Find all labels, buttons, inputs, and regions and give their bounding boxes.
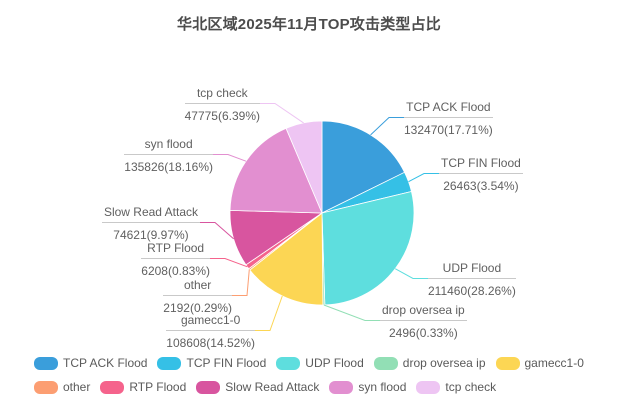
legend-color-swatch [495,356,520,370]
pie-slice-9[interactable] [285,120,323,214]
legend-item-drop-oversea-ip[interactable]: drop oversea ip [373,356,486,370]
slice-label-value: 135826(18.16%) [124,160,213,174]
slice-label-value: 2496(0.33%) [389,326,458,340]
slice-label-name: TCP ACK Flood [404,100,493,118]
slice-label-tcp-fin-flood: TCP FIN Flood 26463(3.54%) [439,156,523,193]
label-leader-line [213,154,247,162]
slice-label-name: TCP FIN Flood [439,156,523,174]
label-leader-line [323,304,380,321]
legend-label: Slow Read Attack [225,380,320,394]
legend-item-gamecc1-0[interactable]: gamecc1-0 [495,356,584,370]
slice-label-name: RTP Flood [141,241,210,259]
legend-item-slow-read-attack[interactable]: Slow Read Attack [196,380,319,394]
slice-label-udp-flood: UDP Flood 211460(28.26%) [428,261,516,298]
label-leader-line [255,295,283,331]
legend-color-swatch [416,380,441,394]
slice-label-name: syn flood [124,137,213,155]
label-leader-line [260,103,304,124]
legend-item-tcp-ack-flood[interactable]: TCP ACK Flood [34,356,147,370]
slice-label-rtp-flood: RTP Flood 6208(0.83%) [141,241,210,278]
legend-label: RTP Flood [129,380,187,394]
legend-color-swatch [34,356,58,370]
slice-label-value: 132470(17.71%) [404,123,493,137]
slice-label-name: other [163,278,232,296]
legend-label: syn flood [358,380,407,394]
slice-label-name: drop oversea ip [380,303,467,321]
legend-item-tcp-check[interactable]: tcp check [416,380,496,394]
legend-label: gamecc1-0 [524,356,584,370]
legend-label: TCP ACK Flood [63,356,148,370]
slice-label-name: tcp check [184,86,260,104]
slice-label-name: UDP Flood [428,261,516,279]
label-leader-line [200,222,235,240]
slice-label-drop-oversea-ip: drop oversea ip 2496(0.33%) [380,303,467,340]
pie-slice-2[interactable] [321,191,415,306]
slice-label-value: 108608(14.52%) [166,336,255,350]
slice-label-other: other 2192(0.29%) [163,278,232,315]
pie-slice-0[interactable] [321,120,405,214]
legend-item-syn-flood[interactable]: syn flood [329,380,406,394]
legend-label: drop oversea ip [402,356,486,370]
label-leader-line [370,117,404,136]
slice-label-tcp-check: tcp check 47775(6.39%) [184,86,260,123]
legend-item-tcp-fin-flood[interactable]: TCP FIN Flood [157,356,266,370]
slice-label-slow-read-attack: Slow Read Attack 74621(9.97%) [101,205,200,242]
legend-color-swatch [276,356,301,370]
legend: TCP ACK Flood TCP FIN Flood UDP Flood dr… [34,356,594,394]
legend-row-1: TCP ACK Flood TCP FIN Flood UDP Flood dr… [34,356,594,370]
legend-color-swatch [34,380,58,394]
slice-label-value: 74621(9.97%) [113,228,189,242]
legend-color-swatch [157,356,182,370]
slice-label-value: 2192(0.29%) [163,301,232,315]
slice-label-value: 6208(0.83%) [141,264,210,278]
slice-label-name: Slow Read Attack [101,205,200,223]
legend-color-swatch [100,380,125,394]
slice-label-value: 26463(3.54%) [443,179,519,193]
legend-color-swatch [373,356,398,370]
legend-color-swatch [329,380,354,394]
legend-label: tcp check [445,380,497,394]
legend-color-swatch [196,380,221,394]
slice-label-name: gamecc1-0 [166,313,255,331]
slice-label-value: 211460(28.26%) [428,284,516,298]
legend-label: UDP Flood [305,356,364,370]
label-leader-line [408,173,439,183]
slice-label-gamecc1-0: gamecc1-0 108608(14.52%) [166,313,255,350]
label-leader-line [210,258,248,268]
chart-title: 华北区域2025年11月TOP攻击类型占比 [177,16,441,33]
label-leader-line [232,269,250,296]
label-leader-line [394,268,428,279]
legend-item-udp-flood[interactable]: UDP Flood [276,356,364,370]
legend-row-2: other RTP Flood Slow Read Attack syn flo… [34,380,594,394]
legend-item-rtp-flood[interactable]: RTP Flood [100,380,186,394]
slice-label-syn-flood: syn flood 135826(18.16%) [124,137,213,174]
pie-slice-4[interactable] [249,212,324,306]
slice-label-value: 47775(6.39%) [184,109,260,123]
legend-label: other [63,380,91,394]
legend-item-other[interactable]: other [34,380,90,394]
legend-label: TCP FIN Flood [186,356,267,370]
slice-label-tcp-ack-flood: TCP ACK Flood 132470(17.71%) [404,100,493,137]
